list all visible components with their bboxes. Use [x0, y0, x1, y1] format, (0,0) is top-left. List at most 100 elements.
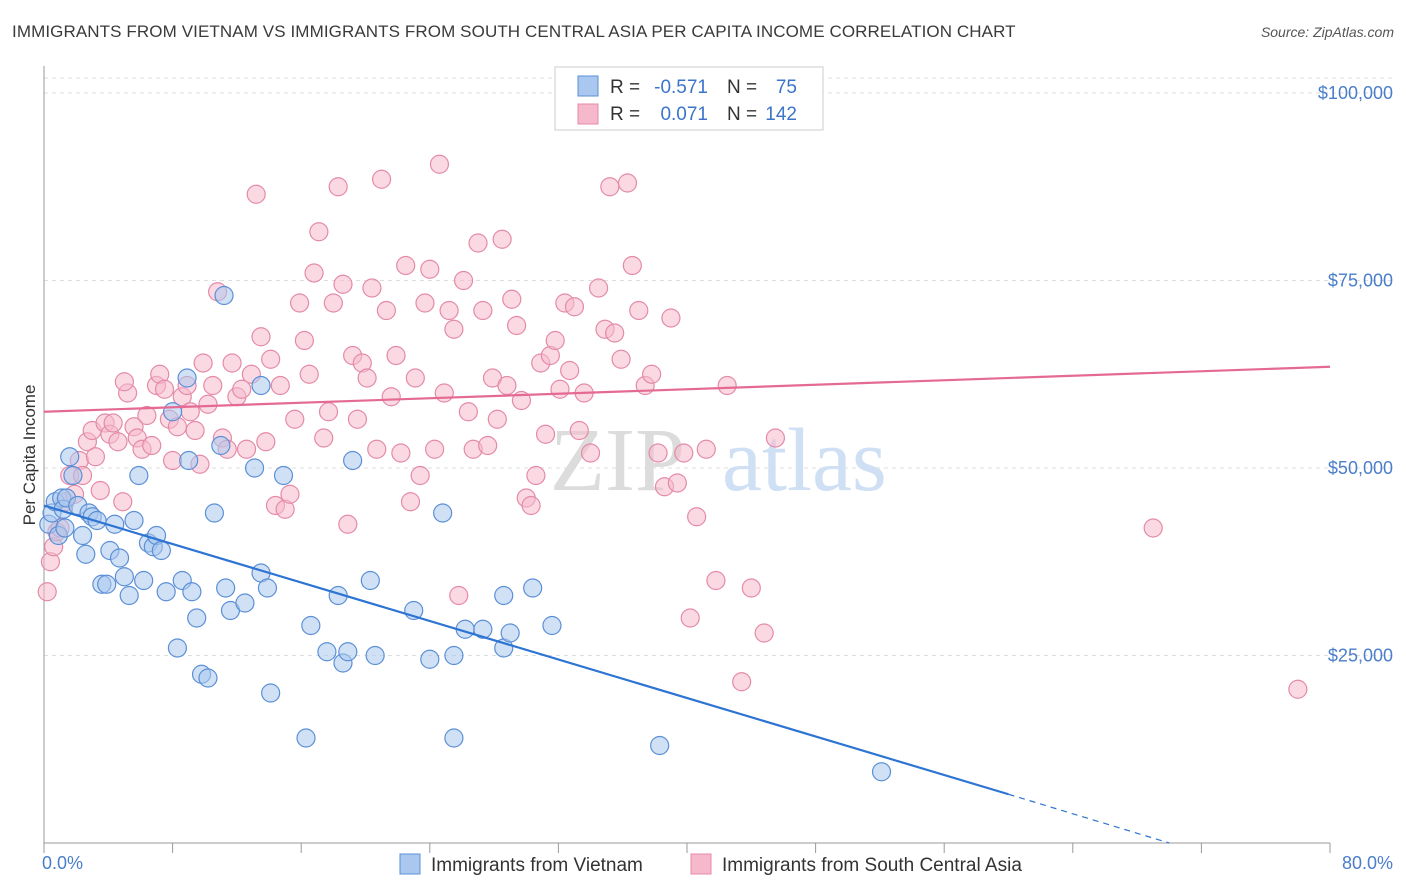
- sca-point: [648, 443, 668, 463]
- source-label: Source: ZipAtlas.com: [1260, 24, 1394, 40]
- vietnam-point: [214, 285, 234, 306]
- vietnam-point: [119, 585, 139, 606]
- trend-lines: [43, 365, 1331, 844]
- sca-point: [357, 368, 377, 388]
- sca-point: [400, 492, 421, 512]
- vietnam-point: [163, 402, 183, 422]
- sca-point: [391, 443, 411, 463]
- legend-n-label-1: N =: [727, 77, 757, 98]
- sca-point: [386, 345, 406, 366]
- vietnam-point: [420, 649, 440, 669]
- vietnam-point: [500, 623, 520, 643]
- sca-point: [114, 372, 134, 392]
- vietnam-point: [444, 728, 464, 748]
- legend-swatch-vietnam: [577, 75, 599, 97]
- sca-point: [605, 323, 625, 343]
- sca-point: [741, 578, 761, 598]
- legend-n-label-2: N =: [727, 104, 757, 125]
- sca-point: [154, 379, 175, 399]
- vietnam-point: [167, 638, 188, 658]
- vietnam-point: [360, 570, 380, 591]
- y-axis-label: Per Capita Income: [20, 385, 39, 526]
- watermark: ZIP atlas: [550, 411, 887, 510]
- sca-point: [642, 364, 662, 384]
- sca-point: [425, 439, 445, 459]
- sca-point: [754, 623, 774, 643]
- sca-point: [285, 409, 305, 429]
- sca-point: [367, 439, 387, 459]
- legend-box: [554, 66, 824, 131]
- sca-point: [526, 465, 546, 486]
- vietnam-point: [114, 567, 134, 587]
- bottom-legend-swatch-sca: [690, 853, 712, 875]
- vietnam-point: [156, 582, 176, 602]
- sca-point: [362, 278, 382, 298]
- sca-point: [198, 394, 218, 414]
- vietnam-point: [182, 582, 202, 602]
- stats-legend: R = -0.571 N = 75 R = 0.071 N = 142: [554, 66, 824, 131]
- sca-point: [429, 154, 450, 174]
- sca-point: [185, 420, 205, 441]
- sca-point: [137, 405, 157, 426]
- sca-point: [333, 274, 353, 294]
- bottom-legend-label-sca: Immigrants from South Central Asia: [722, 855, 1022, 876]
- vietnam-point: [444, 645, 464, 666]
- sca-point: [468, 233, 488, 253]
- sca-point: [492, 229, 512, 249]
- sca-point: [415, 293, 435, 313]
- sca-point: [487, 409, 507, 429]
- vietnam-point: [211, 435, 231, 456]
- sca-point: [246, 184, 266, 204]
- sca-point: [236, 439, 257, 459]
- legend-r-label-2: R =: [610, 104, 640, 125]
- sca-point: [439, 300, 459, 321]
- vietnam-point: [296, 728, 316, 748]
- sca-point: [629, 300, 649, 321]
- axes: [43, 66, 1331, 853]
- legend-r-label-1: R =: [610, 77, 640, 98]
- sca-point: [163, 450, 183, 471]
- sca-point: [600, 177, 620, 197]
- sca-point: [37, 582, 57, 602]
- sca-point: [611, 349, 631, 369]
- vietnam-point: [76, 544, 96, 564]
- sca-point: [444, 319, 464, 339]
- sca-point: [270, 375, 290, 396]
- vietnam-points: [39, 285, 892, 782]
- legend-r-value-2: 0.071: [660, 104, 708, 125]
- x-tick-min: 0.0%: [42, 853, 83, 873]
- sca-point: [328, 177, 348, 197]
- sca-trend-line: [43, 365, 1331, 413]
- sca-point: [661, 308, 681, 328]
- sca-point: [256, 432, 276, 452]
- sca-point: [85, 447, 106, 467]
- vietnam-point: [109, 548, 130, 568]
- sca-point: [90, 480, 110, 501]
- sca-point: [478, 435, 498, 456]
- sca-point: [314, 428, 334, 448]
- legend-n-value-1: 75: [776, 77, 797, 98]
- vietnam-point: [251, 375, 271, 396]
- sca-point: [497, 375, 517, 396]
- vietnam-point: [650, 735, 670, 756]
- sca-point: [304, 263, 324, 283]
- y-tick-label: $100,000: [1318, 83, 1393, 103]
- sca-point: [680, 608, 700, 628]
- vietnam-point: [129, 465, 149, 486]
- sca-point: [294, 330, 315, 351]
- vietnam-point: [301, 615, 321, 636]
- sca-point: [521, 495, 541, 516]
- sca-point: [251, 327, 271, 347]
- sca-point: [347, 409, 368, 429]
- legend-n-value-2: 142: [765, 104, 797, 125]
- sca-point: [203, 375, 223, 396]
- vietnam-point: [72, 525, 93, 546]
- sca-point: [142, 435, 162, 456]
- vietnam-point: [871, 762, 892, 782]
- sca-point: [458, 402, 478, 422]
- sca-point: [1288, 679, 1308, 699]
- sca-point: [706, 570, 726, 591]
- sca-point: [622, 255, 642, 276]
- y-tick-label: $25,000: [1328, 646, 1393, 666]
